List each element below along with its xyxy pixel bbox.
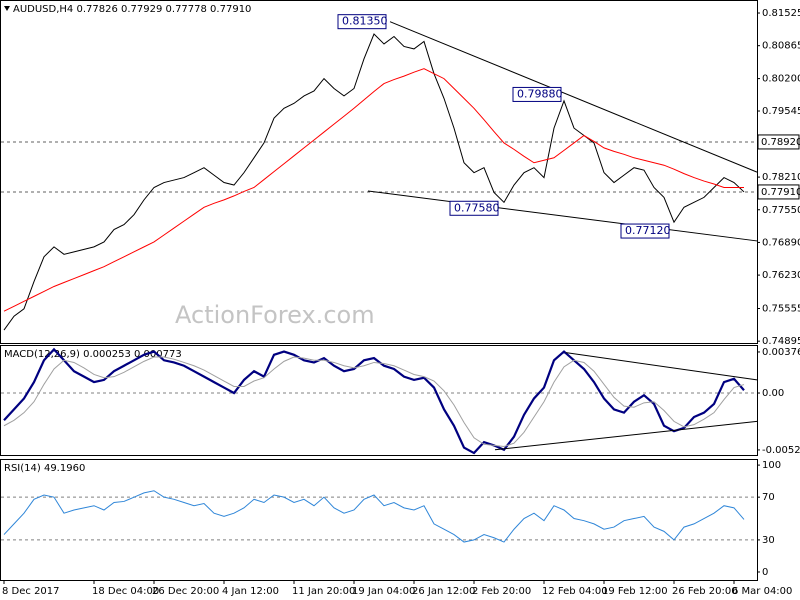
y-tick-label: -0.005216 xyxy=(762,445,800,456)
series-line xyxy=(3,68,744,312)
annotation-label: 0.79880 xyxy=(517,87,563,100)
y-tick-label: 0.80200 xyxy=(762,74,800,85)
price-label: 0.78920 xyxy=(761,137,800,148)
panel-frame xyxy=(0,345,758,456)
trendline xyxy=(565,352,758,381)
x-tick-label: 4 Jan 12:00 xyxy=(222,586,279,597)
y-tick-label: 0.76890 xyxy=(762,237,800,248)
y-tick-label: 100 xyxy=(762,460,781,471)
y-tick-label: 30 xyxy=(762,535,775,546)
y-tick-label: 0 xyxy=(762,567,768,578)
price-label-box xyxy=(757,184,800,200)
annotation-label: 0.81350 xyxy=(342,15,388,28)
x-tick-label: 2 Feb 20:00 xyxy=(472,586,531,597)
x-tick-label: 12 Feb 04:00 xyxy=(542,586,608,597)
annotation-label: 0.77580 xyxy=(454,201,500,214)
panel-frame xyxy=(0,459,758,581)
series-line xyxy=(3,33,745,331)
panel-title: MACD(12,26,9) 0.000253 0.000773 xyxy=(4,349,182,360)
panel-title: RSI(14) 49.1960 xyxy=(4,463,85,474)
y-tick-label: 0.003762 xyxy=(762,347,800,358)
trendline xyxy=(389,21,758,173)
y-tick-label: 0.81525 xyxy=(762,8,800,19)
panel-title: AUDUSD,H4 0.77826 0.77929 0.77778 0.7791… xyxy=(13,4,251,15)
x-tick-label: 11 Jan 20:00 xyxy=(292,586,355,597)
series-line xyxy=(3,356,745,447)
annotation-box xyxy=(337,14,387,30)
y-tick-label: 0.76230 xyxy=(762,270,800,281)
y-tick-label: 0.77550 xyxy=(762,205,800,216)
price-label-box xyxy=(757,134,800,150)
y-tick-label: 0.78210 xyxy=(762,172,800,183)
annotation-box xyxy=(620,223,670,239)
x-tick-label: 26 Feb 20:00 xyxy=(672,586,738,597)
annotation-box xyxy=(449,200,499,216)
y-tick-label: 0.80865 xyxy=(762,41,800,52)
annotation-label: 0.77120 xyxy=(625,224,671,237)
x-tick-label: 8 Dec 2017 xyxy=(2,586,60,597)
x-tick-label: 6 Mar 04:00 xyxy=(732,586,792,597)
annotation-box xyxy=(512,86,562,102)
y-tick-label: 0.75555 xyxy=(762,304,800,315)
x-tick-label: 18 Dec 04:00 xyxy=(92,586,159,597)
x-tick-label: 19 Jan 04:00 xyxy=(352,586,415,597)
series-line xyxy=(3,347,745,455)
price-label: 0.77910 xyxy=(761,187,800,198)
series-line xyxy=(3,490,745,543)
watermark: ActionForex.com xyxy=(175,301,375,329)
y-tick-label: 70 xyxy=(762,492,775,503)
title-icon xyxy=(4,6,10,11)
y-tick-label: 0.74895 xyxy=(762,336,800,347)
y-tick-label: 0.00 xyxy=(762,388,784,399)
trendline xyxy=(367,190,758,242)
x-tick-label: 26 Dec 20:00 xyxy=(152,586,219,597)
y-tick-label: 0.79545 xyxy=(762,106,800,117)
trendline xyxy=(494,420,758,451)
x-tick-label: 19 Feb 12:00 xyxy=(602,586,668,597)
x-tick-label: 26 Jan 12:00 xyxy=(412,586,475,597)
panel-frame xyxy=(0,0,758,344)
